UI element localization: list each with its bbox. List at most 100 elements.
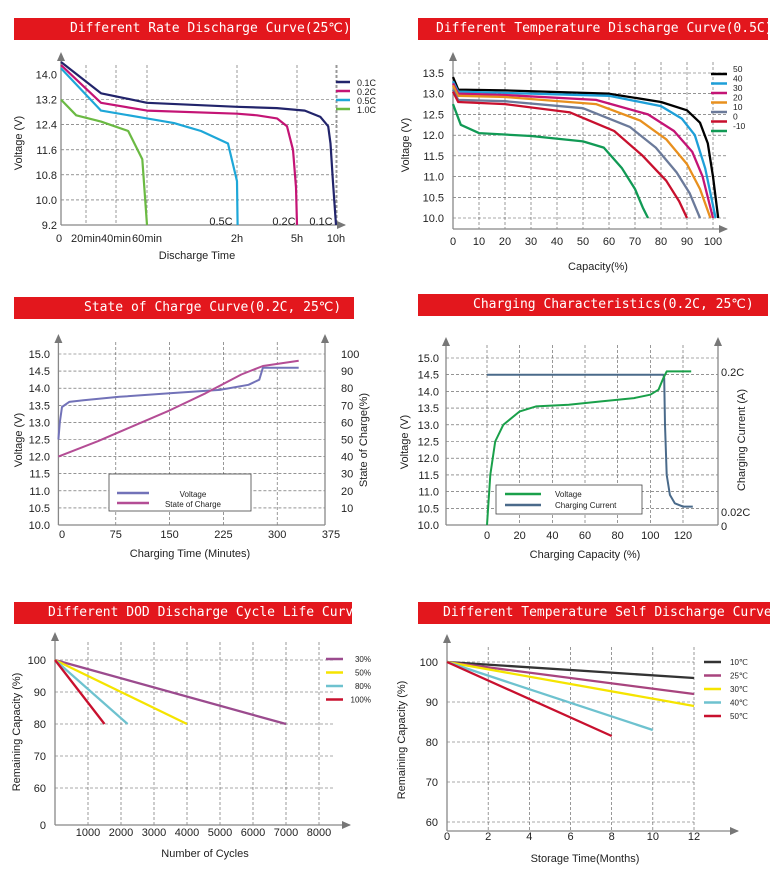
series-line-50% bbox=[54, 658, 188, 726]
curve-annotation: 0.2C bbox=[272, 216, 295, 228]
legend-label: 50% bbox=[355, 669, 371, 678]
y-tick-label: 11.0 bbox=[29, 486, 50, 498]
x-tick-label: 20min bbox=[71, 233, 101, 245]
x-tick-label: 0 bbox=[59, 529, 65, 541]
legend-label: 10℃ bbox=[730, 658, 748, 667]
rate-discharge-chart: Different Rate Discharge Curve(25℃) 14.0… bbox=[0, 0, 387, 290]
x-tick-label: 10 bbox=[473, 236, 485, 248]
legend-label: Voltage bbox=[555, 490, 582, 499]
series-line-30℃ bbox=[446, 660, 695, 708]
y-tick-label: 11.0 bbox=[418, 487, 439, 499]
y-axis-label: Remaining Capacity (%) bbox=[11, 673, 23, 792]
y2-tick-label: 60 bbox=[341, 417, 353, 429]
y2-tick-label: 10 bbox=[341, 503, 353, 515]
y-tick-label: 12.0 bbox=[423, 130, 444, 142]
series-line-100% bbox=[54, 659, 106, 725]
y-tick-label: 12.5 bbox=[423, 109, 444, 121]
y-tick-label: 100 bbox=[420, 657, 438, 669]
x-tick-label: 80 bbox=[612, 530, 624, 542]
legend-label: 30 bbox=[733, 83, 743, 93]
legend-label: 0.5C bbox=[357, 96, 377, 106]
temperature-discharge-chart: Different Temperature Discharge Curve(0.… bbox=[388, 0, 775, 290]
axis-arrow bbox=[714, 337, 722, 346]
charging-characteristics-chart: Charging Characteristics(0.2C, 25℃) 15.0… bbox=[388, 292, 775, 582]
x-tick-label: 2h bbox=[231, 233, 243, 245]
y-tick-label: 60 bbox=[34, 783, 46, 795]
legend-label: 30℃ bbox=[730, 685, 748, 694]
legend-label: 20 bbox=[733, 93, 743, 103]
series-line-0.5C bbox=[60, 67, 239, 226]
y-tick-label: 90 bbox=[426, 697, 438, 709]
rate-discharge-plot: 14.0 13.2 12.4 11.6 10.8 10.0 9.20 20min 40min 60… bbox=[13, 52, 377, 262]
y-tick-label: 13.0 bbox=[29, 417, 50, 429]
legend-label: 40℃ bbox=[730, 699, 748, 708]
axis-arrow bbox=[443, 634, 451, 643]
x-tick-label: 80 bbox=[655, 236, 667, 248]
x-tick-label: 120 bbox=[674, 530, 692, 542]
x-axis-label: Capacity(%) bbox=[568, 261, 628, 273]
x-tick-label: 225 bbox=[214, 529, 232, 541]
legend-label: State of Charge bbox=[165, 500, 222, 509]
y2-tick-label: 30 bbox=[341, 469, 353, 481]
x-tick-label: 20 bbox=[514, 530, 526, 542]
legend-label: -10 bbox=[733, 121, 746, 131]
x-tick-label: 40min bbox=[101, 233, 131, 245]
legend-label: 0.2C bbox=[357, 87, 377, 97]
x-axis-label: Number of Cycles bbox=[161, 848, 249, 860]
y-tick-label: 70 bbox=[34, 751, 46, 763]
y-tick-label: 11.0 bbox=[423, 172, 444, 184]
chart-title: State of Charge Curve(0.2C, 25℃) bbox=[14, 297, 354, 319]
legend-label: Voltage bbox=[180, 490, 207, 499]
y-tick-label: 0 bbox=[40, 820, 46, 832]
series-line-20 bbox=[451, 84, 712, 219]
x-tick-label: 5h bbox=[291, 233, 303, 245]
series-line-10℃ bbox=[446, 660, 695, 680]
series-line-0 bbox=[451, 91, 689, 219]
y-tick-label: 90 bbox=[34, 687, 46, 699]
y-tick-label: 12.0 bbox=[418, 453, 439, 465]
curve-annotation: 0.1C bbox=[309, 216, 332, 228]
y-tick-label: 13.2 bbox=[36, 95, 57, 107]
series-line-50 bbox=[451, 76, 720, 219]
legend-label: 1.0C bbox=[357, 105, 377, 115]
x-tick-label: 4000 bbox=[175, 827, 199, 839]
x-tick-label: 7000 bbox=[274, 827, 298, 839]
x-tick-label: 150 bbox=[160, 529, 178, 541]
axis-arrow bbox=[51, 632, 59, 641]
legend-label: 10 bbox=[733, 102, 743, 112]
x-tick-label: 4 bbox=[526, 831, 532, 843]
legend-label: 80% bbox=[355, 682, 371, 691]
y-tick-label: 12.4 bbox=[36, 120, 57, 132]
y-tick-label: 15.0 bbox=[418, 353, 439, 365]
state-of-charge-chart: State of Charge Curve(0.2C, 25℃) 15.0 14.… bbox=[0, 292, 387, 582]
y-tick-label: 15.0 bbox=[29, 349, 50, 361]
x-tick-label: 8 bbox=[609, 831, 615, 843]
legend-label: 50℃ bbox=[730, 712, 748, 721]
y-axis-label: Voltage (V) bbox=[400, 118, 412, 172]
series-line-voltage bbox=[57, 366, 299, 440]
y-tick-label: 13.5 bbox=[29, 400, 50, 412]
x-tick-label: 0 bbox=[56, 233, 62, 245]
y-tick-label: 12.0 bbox=[29, 452, 50, 464]
x-tick-label: 10 bbox=[647, 831, 659, 843]
axis-arrow bbox=[442, 337, 450, 346]
y2-tick-label: 40 bbox=[341, 452, 353, 464]
axis-arrow bbox=[730, 827, 739, 835]
x-tick-label: 10h bbox=[327, 233, 345, 245]
series-line-1.0C bbox=[60, 98, 149, 226]
curve-annotation: 0.5C bbox=[209, 216, 232, 228]
y2-tick-label: 0.02C bbox=[721, 507, 750, 519]
axis-arrow bbox=[54, 334, 63, 343]
y-tick-label: 11.5 bbox=[423, 151, 444, 163]
series-line-50℃ bbox=[446, 660, 613, 738]
series-line-30 bbox=[451, 82, 715, 219]
axis-arrow bbox=[719, 225, 728, 233]
x-tick-label: 1000 bbox=[76, 827, 100, 839]
y-tick-label: 70 bbox=[426, 777, 438, 789]
y-tick-label: 80 bbox=[426, 737, 438, 749]
x-tick-label: 2 bbox=[485, 831, 491, 843]
legend-label: 40 bbox=[733, 74, 743, 84]
y-tick-label: 13.0 bbox=[423, 89, 444, 101]
legend-label: 30% bbox=[355, 655, 371, 664]
x-axis-label: Charging Time (Minutes) bbox=[130, 548, 250, 560]
